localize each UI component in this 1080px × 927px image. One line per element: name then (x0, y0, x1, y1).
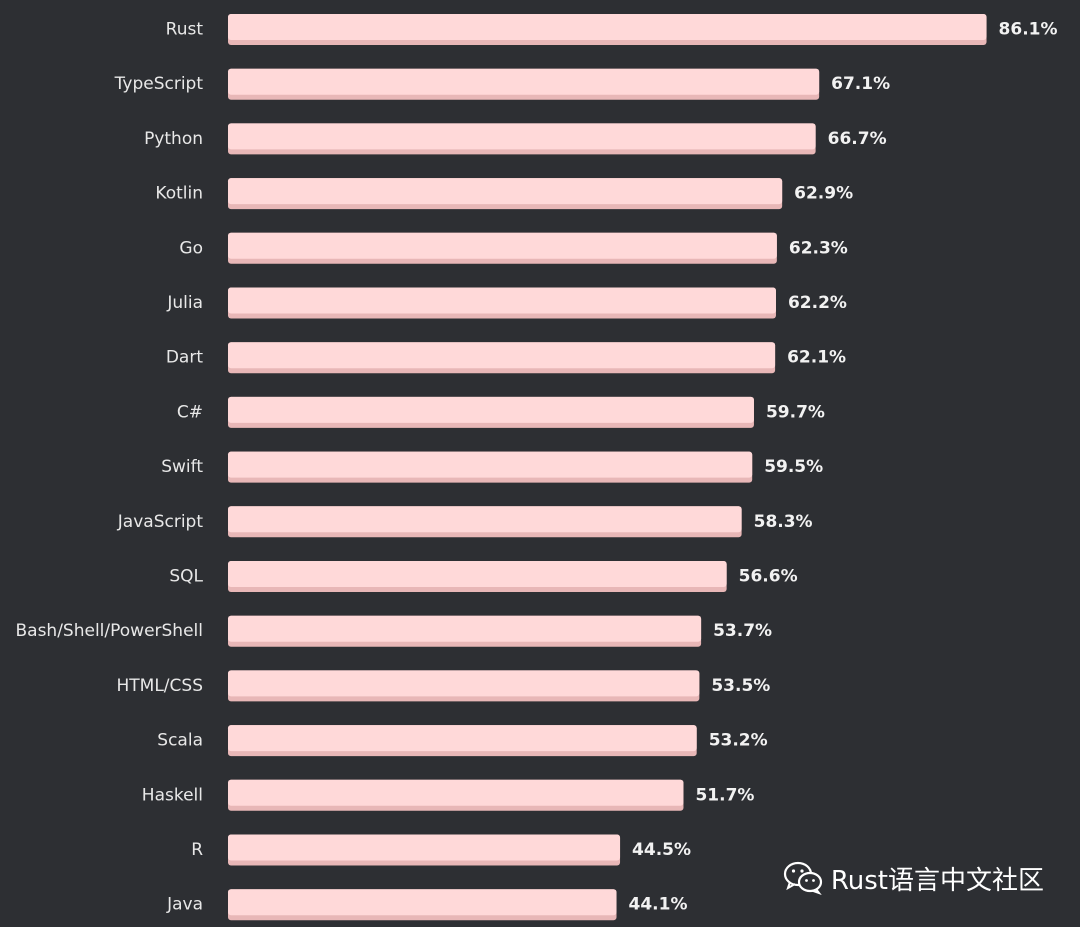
value-label: 56.6% (739, 567, 798, 587)
value-label: 53.5% (711, 676, 770, 696)
bar (228, 779, 684, 806)
bar (228, 506, 742, 533)
category-label: Haskell (142, 785, 203, 805)
value-label: 62.3% (789, 238, 848, 258)
value-label: 86.1% (999, 20, 1058, 40)
wechat-icon (783, 861, 822, 895)
bar-row: Java 44.1% (166, 889, 688, 921)
bar (228, 342, 776, 369)
bar (228, 670, 700, 697)
bar (228, 232, 777, 259)
bar-row: Go 62.3% (179, 232, 848, 264)
category-label: Python (144, 129, 203, 149)
watermark-text: Rust语言中文社区 (830, 865, 1044, 896)
bar-row: Bash/Shell/PowerShell 53.7% (15, 615, 772, 647)
bar-row: HTML/CSS 53.5% (117, 670, 770, 702)
bar-row: C# 59.7% (177, 396, 825, 428)
bar-row: R 44.5% (191, 834, 691, 866)
bar (228, 14, 987, 40)
value-label: 44.5% (632, 840, 691, 860)
category-label: HTML/CSS (117, 676, 204, 696)
bar (228, 287, 776, 314)
value-label: 62.1% (787, 348, 846, 368)
bar (228, 178, 783, 205)
bar-row: Julia 62.2% (166, 287, 847, 319)
value-label: 66.7% (828, 129, 887, 149)
bars-layer: Rust 86.1% TypeScript 67.1% Python 66.7% Kotli… (15, 14, 1058, 921)
category-label: Swift (161, 457, 203, 477)
value-label: 62.2% (788, 293, 847, 313)
category-label: Scala (157, 731, 203, 751)
value-label: 53.7% (713, 621, 772, 641)
value-label: 62.9% (794, 184, 853, 204)
bar (228, 834, 621, 861)
category-label: Go (179, 238, 203, 258)
category-label: Julia (166, 293, 203, 313)
category-label: JavaScript (117, 512, 204, 532)
category-label: Kotlin (155, 184, 203, 204)
category-label: TypeScript (114, 74, 204, 94)
category-label: Bash/Shell/PowerShell (15, 621, 203, 641)
bar-row: Rust 86.1% (166, 14, 1058, 45)
category-label: Dart (166, 348, 203, 368)
bar (228, 725, 697, 752)
bar-row: Scala 53.2% (157, 725, 768, 757)
bar-row: SQL 56.6% (169, 561, 798, 592)
bar (228, 615, 702, 642)
bar (228, 451, 753, 478)
category-label: SQL (169, 567, 203, 587)
value-label: 51.7% (695, 785, 754, 805)
bar-row: JavaScript 58.3% (117, 506, 813, 538)
category-label: Java (166, 895, 203, 915)
bar (228, 123, 816, 150)
bar-row: Swift 59.5% (161, 451, 823, 483)
bar-row: Python 66.7% (144, 123, 887, 155)
bar-row: Kotlin 62.9% (155, 178, 853, 210)
category-label: Rust (166, 20, 204, 40)
value-label: 59.7% (766, 402, 825, 422)
bar (228, 396, 754, 423)
bar (228, 561, 727, 587)
value-label: 44.1% (629, 895, 688, 915)
category-label: C# (177, 402, 203, 422)
bar-row: TypeScript 67.1% (114, 68, 890, 100)
bar (228, 889, 617, 916)
watermark: Rust语言中文社区 (783, 858, 1044, 898)
bar-row: Dart 62.1% (166, 342, 846, 374)
value-label: 58.3% (754, 512, 813, 532)
bar (228, 68, 820, 95)
category-label: R (191, 840, 203, 860)
value-label: 59.5% (764, 457, 823, 477)
bar-row: Haskell 51.7% (142, 779, 754, 811)
value-label: 67.1% (831, 74, 890, 94)
value-label: 53.2% (709, 731, 768, 751)
